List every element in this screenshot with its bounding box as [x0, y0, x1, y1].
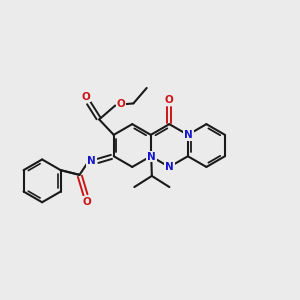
- Text: N: N: [184, 130, 193, 140]
- Text: N: N: [165, 162, 174, 172]
- Text: N: N: [87, 156, 96, 166]
- Text: O: O: [116, 99, 125, 109]
- Text: O: O: [165, 95, 174, 105]
- Text: N: N: [147, 152, 156, 161]
- Text: O: O: [82, 92, 91, 101]
- Text: O: O: [83, 197, 92, 207]
